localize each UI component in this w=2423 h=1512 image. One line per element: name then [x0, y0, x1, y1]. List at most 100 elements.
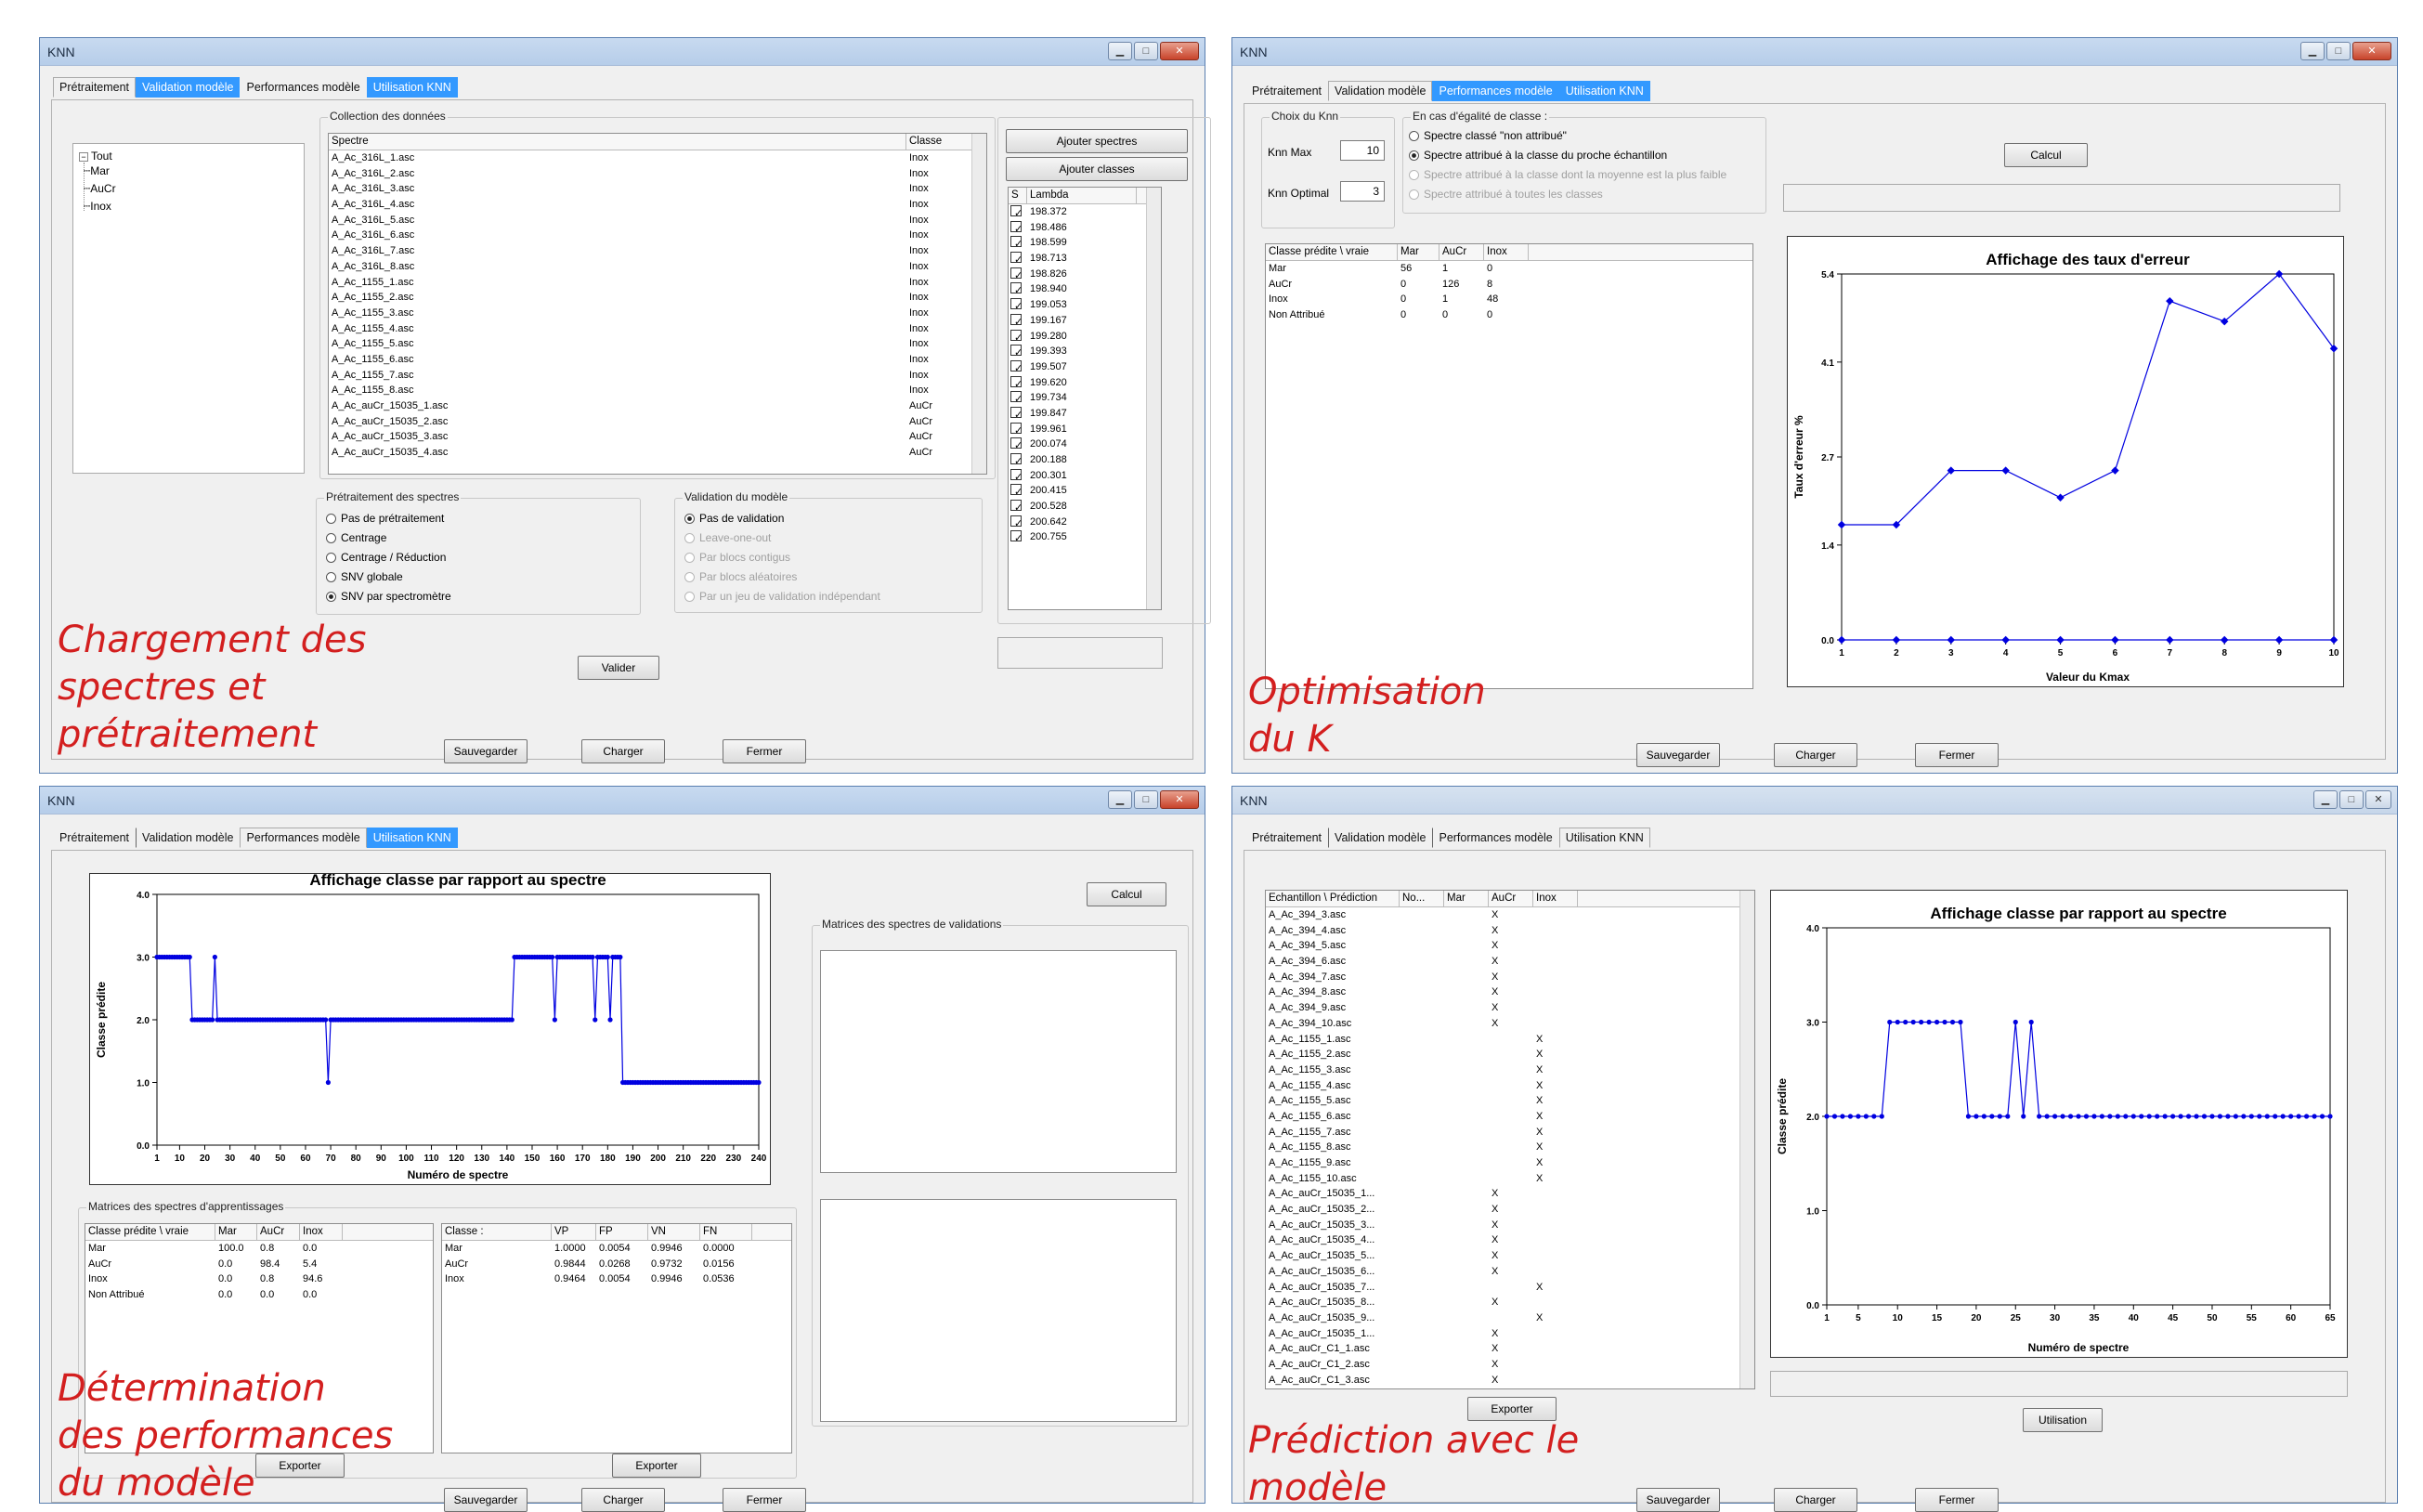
- lambda-item[interactable]: ✓ 198.486: [1009, 220, 1161, 236]
- lambda-item[interactable]: ✓ 200.415: [1009, 483, 1161, 499]
- lambda-item[interactable]: ✓ 199.620: [1009, 375, 1161, 391]
- table-row[interactable]: A_Ac_auCr_15035_9... X: [1266, 1310, 1754, 1326]
- lambda-item[interactable]: ✓ 200.755: [1009, 529, 1161, 545]
- tab-utilisation[interactable]: Utilisation KNN: [1558, 81, 1650, 101]
- col-classe[interactable]: Classe: [906, 134, 973, 150]
- tree-item-mar[interactable]: ┄Mar: [84, 164, 110, 177]
- table-row[interactable]: A_Ac_316L_1.asc Inox: [329, 150, 986, 166]
- export-button[interactable]: Exporter: [1467, 1397, 1557, 1421]
- checkbox-icon[interactable]: ✓: [1010, 468, 1022, 480]
- table-row[interactable]: A_Ac_1155_8.asc X: [1266, 1140, 1754, 1155]
- table-row[interactable]: A_Ac_394_9.asc X: [1266, 1000, 1754, 1016]
- table-row[interactable]: A_Ac_auCr_15035_4.asc AuCr: [329, 445, 986, 461]
- table-row[interactable]: A_Ac_auCr_15035_1.asc AuCr: [329, 398, 986, 414]
- table-row[interactable]: A_Ac_1155_5.asc X: [1266, 1093, 1754, 1109]
- tree-item-inox[interactable]: ┄Inox: [84, 200, 111, 213]
- checkbox-icon[interactable]: ✓: [1010, 329, 1022, 341]
- table-row[interactable]: A_Ac_1155_5.asc Inox: [329, 336, 986, 352]
- radio-non-attribue[interactable]: Spectre classé "non attribué": [1409, 129, 1567, 142]
- save-button[interactable]: Sauvegarder: [444, 739, 528, 763]
- lambda-item[interactable]: ✓ 199.167: [1009, 313, 1161, 329]
- add-classes-button[interactable]: Ajouter classes: [1006, 157, 1188, 181]
- spectra-list[interactable]: Spectre Classe A_Ac_316L_1.asc Inox A_Ac_31…: [328, 133, 987, 475]
- checkbox-icon[interactable]: ✓: [1010, 345, 1022, 357]
- checkbox-icon[interactable]: ✓: [1010, 515, 1022, 527]
- table-row[interactable]: A_Ac_316L_2.asc Inox: [329, 166, 986, 182]
- use-button[interactable]: Utilisation: [2023, 1408, 2103, 1432]
- minimize-button[interactable]: ▁: [2313, 790, 2338, 809]
- table-row[interactable]: A_Ac_auCr_15035_2... X: [1266, 1202, 1754, 1218]
- table-row[interactable]: A_Ac_394_7.asc X: [1266, 970, 1754, 985]
- radio-centrage-reduction[interactable]: Centrage / Réduction: [326, 551, 446, 564]
- tab-utilisation[interactable]: Utilisation KNN: [1558, 828, 1650, 848]
- knn-max-input[interactable]: 10: [1340, 140, 1385, 161]
- table-row[interactable]: AuCr 0.9844 0.0268 0.9732 0.0156: [442, 1257, 791, 1272]
- table-row[interactable]: A_Ac_1155_6.asc Inox: [329, 352, 986, 368]
- table-row[interactable]: A_Ac_1155_1.asc X: [1266, 1032, 1754, 1048]
- close-button[interactable]: Fermer: [1915, 1488, 1999, 1512]
- table-row[interactable]: A_Ac_1155_3.asc Inox: [329, 306, 986, 321]
- minimize-button[interactable]: ▁: [2300, 42, 2325, 60]
- table-row[interactable]: A_Ac_394_3.asc X: [1266, 907, 1754, 923]
- table-row[interactable]: A_Ac_1155_4.asc Inox: [329, 321, 986, 337]
- col-spectre[interactable]: Spectre: [329, 134, 906, 150]
- checkbox-icon[interactable]: ✓: [1010, 437, 1022, 450]
- tree-root[interactable]: − Tout: [79, 150, 112, 163]
- table-row[interactable]: A_Ac_auCr_15035_1... X: [1266, 1186, 1754, 1202]
- table-row[interactable]: A_Ac_auCr_15035_5... X: [1266, 1248, 1754, 1264]
- table-row[interactable]: A_Ac_1155_2.asc Inox: [329, 290, 986, 306]
- table-row[interactable]: A_Ac_394_6.asc X: [1266, 954, 1754, 970]
- close-icon[interactable]: ✕: [2352, 42, 2391, 60]
- radio-centrage[interactable]: Centrage: [326, 531, 386, 544]
- table-row[interactable]: Mar 1.0000 0.0054 0.9946 0.0000: [442, 1241, 791, 1257]
- lambda-item[interactable]: ✓ 200.074: [1009, 437, 1161, 452]
- save-button[interactable]: Sauvegarder: [1636, 743, 1720, 767]
- lambda-item[interactable]: ✓ 199.847: [1009, 406, 1161, 422]
- load-button[interactable]: Charger: [581, 739, 665, 763]
- checkbox-icon[interactable]: ✓: [1010, 298, 1022, 310]
- tab-performances[interactable]: Performances modèle: [1432, 828, 1558, 848]
- table-row[interactable]: A_Ac_394_8.asc X: [1266, 984, 1754, 1000]
- tab-validation[interactable]: Validation modèle: [1328, 81, 1433, 101]
- load-button[interactable]: Charger: [581, 1488, 665, 1512]
- table-row[interactable]: A_Ac_auCr_C1_4.asc X: [1266, 1388, 1754, 1389]
- close-icon[interactable]: ✕: [1160, 42, 1199, 60]
- checkbox-icon[interactable]: ✓: [1010, 313, 1022, 325]
- lambda-item[interactable]: ✓ 199.393: [1009, 344, 1161, 359]
- checkbox-icon[interactable]: ✓: [1010, 252, 1022, 264]
- table-row[interactable]: A_Ac_316L_3.asc Inox: [329, 181, 986, 197]
- table-row[interactable]: A_Ac_1155_6.asc X: [1266, 1109, 1754, 1125]
- table-row[interactable]: A_Ac_auCr_C1_3.asc X: [1266, 1373, 1754, 1388]
- table-row[interactable]: Inox 0.0 0.8 94.6: [85, 1271, 433, 1287]
- checkbox-icon[interactable]: ✓: [1010, 530, 1022, 542]
- maximize-button[interactable]: □: [1134, 790, 1158, 809]
- minimize-button[interactable]: ▁: [1108, 790, 1132, 809]
- close-button[interactable]: Fermer: [723, 739, 806, 763]
- checkbox-icon[interactable]: ✓: [1010, 375, 1022, 387]
- table-row[interactable]: AuCr 0.0 98.4 5.4: [85, 1257, 433, 1272]
- radio-snv-globale[interactable]: SNV globale: [326, 570, 403, 583]
- radio-snv-spectrometre[interactable]: SNV par spectromètre: [326, 590, 451, 603]
- checkbox-icon[interactable]: ✓: [1010, 406, 1022, 418]
- table-row[interactable]: A_Ac_394_5.asc X: [1266, 938, 1754, 954]
- checkbox-icon[interactable]: ✓: [1010, 282, 1022, 294]
- table-row[interactable]: A_Ac_auCr_15035_8... X: [1266, 1295, 1754, 1310]
- lambda-item[interactable]: ✓ 199.280: [1009, 329, 1161, 345]
- checkbox-icon[interactable]: ✓: [1010, 500, 1022, 512]
- maximize-button[interactable]: □: [1134, 42, 1158, 60]
- lambda-item[interactable]: ✓ 200.188: [1009, 452, 1161, 468]
- lambda-item[interactable]: ✓ 198.713: [1009, 251, 1161, 267]
- lambda-item[interactable]: ✓ 198.372: [1009, 204, 1161, 220]
- load-button[interactable]: Charger: [1774, 743, 1857, 767]
- table-row[interactable]: Non Attribué 0 0 0: [1266, 307, 1752, 323]
- tree-item-aucr[interactable]: ┄AuCr: [84, 182, 116, 195]
- lambda-item[interactable]: ✓ 198.940: [1009, 281, 1161, 297]
- table-row[interactable]: A_Ac_1155_4.asc X: [1266, 1078, 1754, 1094]
- table-row[interactable]: A_Ac_1155_8.asc Inox: [329, 383, 986, 398]
- table-row[interactable]: A_Ac_316L_5.asc Inox: [329, 213, 986, 228]
- table-row[interactable]: Mar 56 1 0: [1266, 261, 1752, 277]
- load-button[interactable]: Charger: [1774, 1488, 1857, 1512]
- export-button-2[interactable]: Exporter: [612, 1453, 701, 1478]
- tab-performances[interactable]: Performances modèle: [240, 828, 367, 848]
